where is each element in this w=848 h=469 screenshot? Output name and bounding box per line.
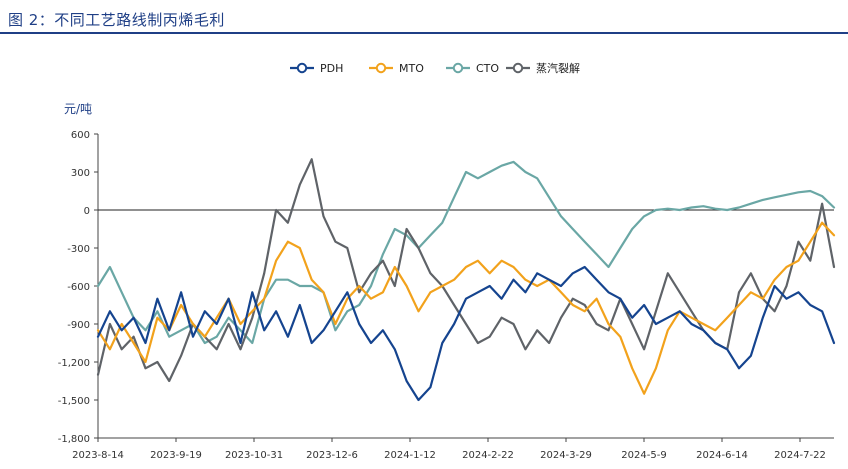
series-line-cto [96, 160, 836, 345]
y-tick-label: 300 [71, 168, 90, 179]
y-tick-label: -1,200 [58, 358, 90, 369]
legend-label: 蒸汽裂解 [536, 61, 580, 75]
y-axis-label: 元/吨 [64, 102, 92, 116]
legend-marker [375, 62, 387, 74]
series-line-mto [96, 221, 836, 395]
y-tick-label: -900 [67, 320, 90, 331]
x-tick-label: 2024-2-22 [462, 450, 514, 461]
y-tick-label: -1,500 [58, 396, 90, 407]
x-tick-label: 2024-5-9 [621, 450, 666, 461]
series-line-pdh [96, 265, 836, 402]
y-tick-label: -600 [67, 282, 90, 293]
x-tick-label: 2024-3-29 [540, 450, 592, 461]
legend: PDH MTO CTO 蒸汽裂解 [290, 61, 580, 75]
legend-marker [452, 62, 464, 74]
y-tick-label: 600 [71, 130, 90, 141]
y-tick-label: -1,800 [58, 434, 90, 445]
legend-label: MTO [399, 62, 424, 75]
title-underline [0, 32, 848, 34]
x-tick-label: 2024-6-14 [696, 450, 748, 461]
x-axis: 2023-8-14 2023-9-19 2023-10-31 2023-12-6 202… [72, 209, 834, 461]
x-tick-label: 2024-7-22 [774, 450, 826, 461]
x-tick-label: 2023-9-19 [150, 450, 202, 461]
legend-label: CTO [476, 62, 499, 75]
x-tick-label: 2023-10-31 [225, 450, 283, 461]
y-tick-label: -300 [67, 244, 90, 255]
legend-marker [296, 62, 308, 74]
x-tick-label: 2023-12-6 [306, 450, 358, 461]
x-tick-label: 2024-1-12 [384, 450, 436, 461]
y-axis: 600 300 0 -300 -600 -900 -1,200 -1,500 -1,800 [58, 130, 99, 445]
x-tick-label: 2023-8-14 [72, 450, 124, 461]
legend-marker [512, 62, 524, 74]
y-tick-label: 0 [84, 206, 90, 217]
legend-label: PDH [320, 62, 343, 75]
series-group [96, 158, 836, 402]
figure-title: 图 2：不同工艺路线制丙烯毛利 [8, 11, 225, 29]
